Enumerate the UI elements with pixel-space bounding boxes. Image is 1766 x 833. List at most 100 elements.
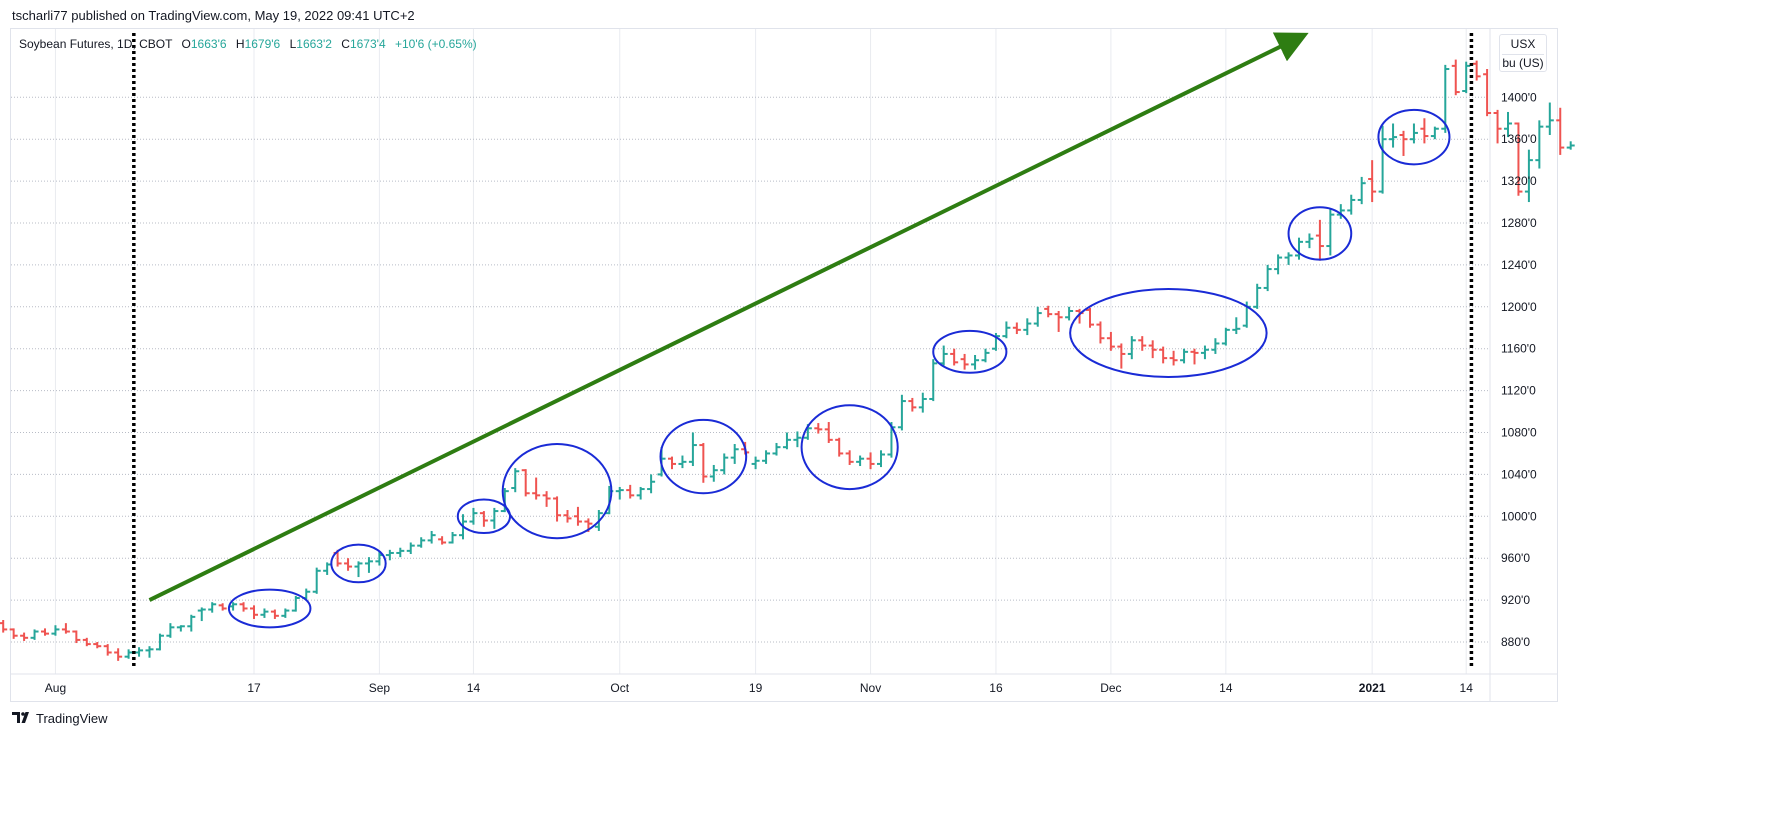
- ohlc-bar: [9, 628, 18, 639]
- x-tick-label: Oct: [610, 681, 629, 695]
- ohlc-bar: [751, 456, 760, 470]
- ohlc-bar: [877, 450, 885, 468]
- ohlc-bar: [688, 432, 697, 467]
- consolidation-ellipse: [1287, 206, 1353, 261]
- ohlc-bar: [1002, 321, 1011, 339]
- x-tick-label: 2021: [1359, 681, 1386, 695]
- ohlc-bar: [1399, 130, 1408, 156]
- ohlc-bar: [427, 530, 436, 544]
- consolidation-ellipse: [227, 588, 312, 629]
- ohlc-bar: [239, 602, 248, 612]
- ohlc-bar: [699, 442, 708, 483]
- ohlc-bar: [1295, 237, 1303, 260]
- legend-close-label: C: [341, 37, 350, 51]
- ohlc-bar: [929, 359, 938, 402]
- x-tick-label: 14: [1219, 681, 1233, 695]
- ohlc-bar: [72, 630, 81, 644]
- ohlc-bar: [1347, 194, 1356, 215]
- ohlc-bar: [960, 353, 969, 370]
- ohlc-bar: [1389, 123, 1398, 148]
- x-tick-label: 14: [467, 681, 481, 695]
- ohlc-bar: [1148, 340, 1157, 359]
- ohlc-bar: [918, 392, 927, 413]
- ohlc-bar: [1180, 348, 1189, 364]
- ohlc-bar: [1284, 252, 1293, 265]
- currency-unit-button[interactable]: USX bu (US): [1499, 34, 1547, 72]
- y-tick-label: 1360'0: [1501, 132, 1537, 146]
- ohlc-bar: [396, 547, 405, 558]
- x-tick-label: Nov: [860, 681, 881, 695]
- ohlc-bar: [1368, 160, 1377, 203]
- ohlc-bar: [709, 464, 718, 482]
- ohlc-bar: [720, 453, 729, 475]
- ohlc-bar: [1054, 310, 1063, 332]
- x-tick-label: 16: [989, 681, 1003, 695]
- ohlc-bar: [782, 432, 791, 450]
- y-tick-label: 1200'0: [1501, 300, 1537, 314]
- ohlc-bar: [312, 567, 321, 594]
- ohlc-bar: [250, 605, 258, 619]
- ohlc-bar: [845, 450, 854, 465]
- ohlc-bar: [281, 608, 290, 618]
- ohlc-bar: [1117, 343, 1126, 369]
- ohlc-bar: [1012, 322, 1021, 335]
- legend-low-value: 1663'2: [296, 37, 332, 51]
- consolidation-ellipse: [501, 443, 613, 540]
- ohlc-bar: [1556, 107, 1565, 155]
- unit-divider: [1502, 54, 1544, 55]
- ohlc-bar: [30, 629, 39, 640]
- chart-frame[interactable]: [10, 28, 1558, 702]
- ohlc-bar: [1159, 346, 1168, 364]
- ohlc-bar: [385, 549, 394, 561]
- ohlc-bar: [1305, 233, 1314, 249]
- ohlc-bar: [1096, 321, 1105, 344]
- ohlc-bar: [856, 455, 865, 467]
- ohlc-bar: [124, 649, 133, 659]
- tradingview-logo-icon: [12, 711, 32, 726]
- ohlc-bar: [145, 646, 154, 658]
- ohlc-bar: [678, 455, 687, 469]
- ohlc-bar: [135, 647, 144, 657]
- ohlc-bar: [511, 468, 520, 493]
- consolidation-ellipse: [800, 404, 899, 491]
- ohlc-bar: [1483, 69, 1492, 117]
- ohlc-bar: [647, 474, 656, 494]
- y-tick-label: 1040'0: [1501, 467, 1537, 481]
- x-tick-label: 14: [1460, 681, 1474, 695]
- ohlc-bar: [82, 637, 91, 647]
- annotation-layer: [132, 32, 1474, 666]
- ohlc-bar: [908, 397, 917, 412]
- ohlc-bar: [668, 456, 676, 470]
- y-tick-label: 920'0: [1501, 593, 1530, 607]
- legend-open-label: O: [181, 37, 191, 51]
- symbol-legend[interactable]: Soybean Futures, 1D, CBOT O1663'6 H1679'…: [19, 37, 477, 51]
- ohlc-bar: [20, 632, 29, 641]
- ohlc-bar: [469, 507, 478, 525]
- y-axis: 880'0 920'0 960'0 1000'0 1040'0 1080'0 1120'0 1…: [1501, 90, 1537, 649]
- y-tick-label: 1320'0: [1501, 174, 1537, 188]
- ohlc-bar: [835, 437, 844, 457]
- ohlc-bar: [1514, 122, 1523, 196]
- publication-header: tscharli77 published on TradingView.com,…: [12, 8, 415, 23]
- x-tick-label: 19: [749, 681, 763, 695]
- x-tick-label: 17: [247, 681, 261, 695]
- ohlc-bar: [1420, 118, 1429, 144]
- ohlc-bar: [1138, 336, 1147, 351]
- ohlc-bar: [1190, 348, 1199, 365]
- consolidation-ellipse: [932, 329, 1008, 374]
- y-tick-label: 1280'0: [1501, 216, 1537, 230]
- ohlc-bar: [1535, 120, 1544, 169]
- ohlc-bar: [155, 633, 164, 651]
- ohlc-bar: [93, 642, 102, 649]
- ohlc-bar: [41, 628, 49, 636]
- consolidation-ellipse: [330, 543, 387, 584]
- tradingview-logo-text: TradingView: [36, 711, 108, 726]
- ohlc-bar: [479, 511, 488, 527]
- y-tick-label: 880'0: [1501, 635, 1530, 649]
- ohlc-bar: [939, 345, 948, 366]
- ohlc-bar: [1378, 125, 1387, 194]
- ohlc-bar: [991, 332, 1000, 351]
- tradingview-logo[interactable]: TradingView: [12, 711, 108, 726]
- consolidation-ellipse: [1377, 108, 1451, 166]
